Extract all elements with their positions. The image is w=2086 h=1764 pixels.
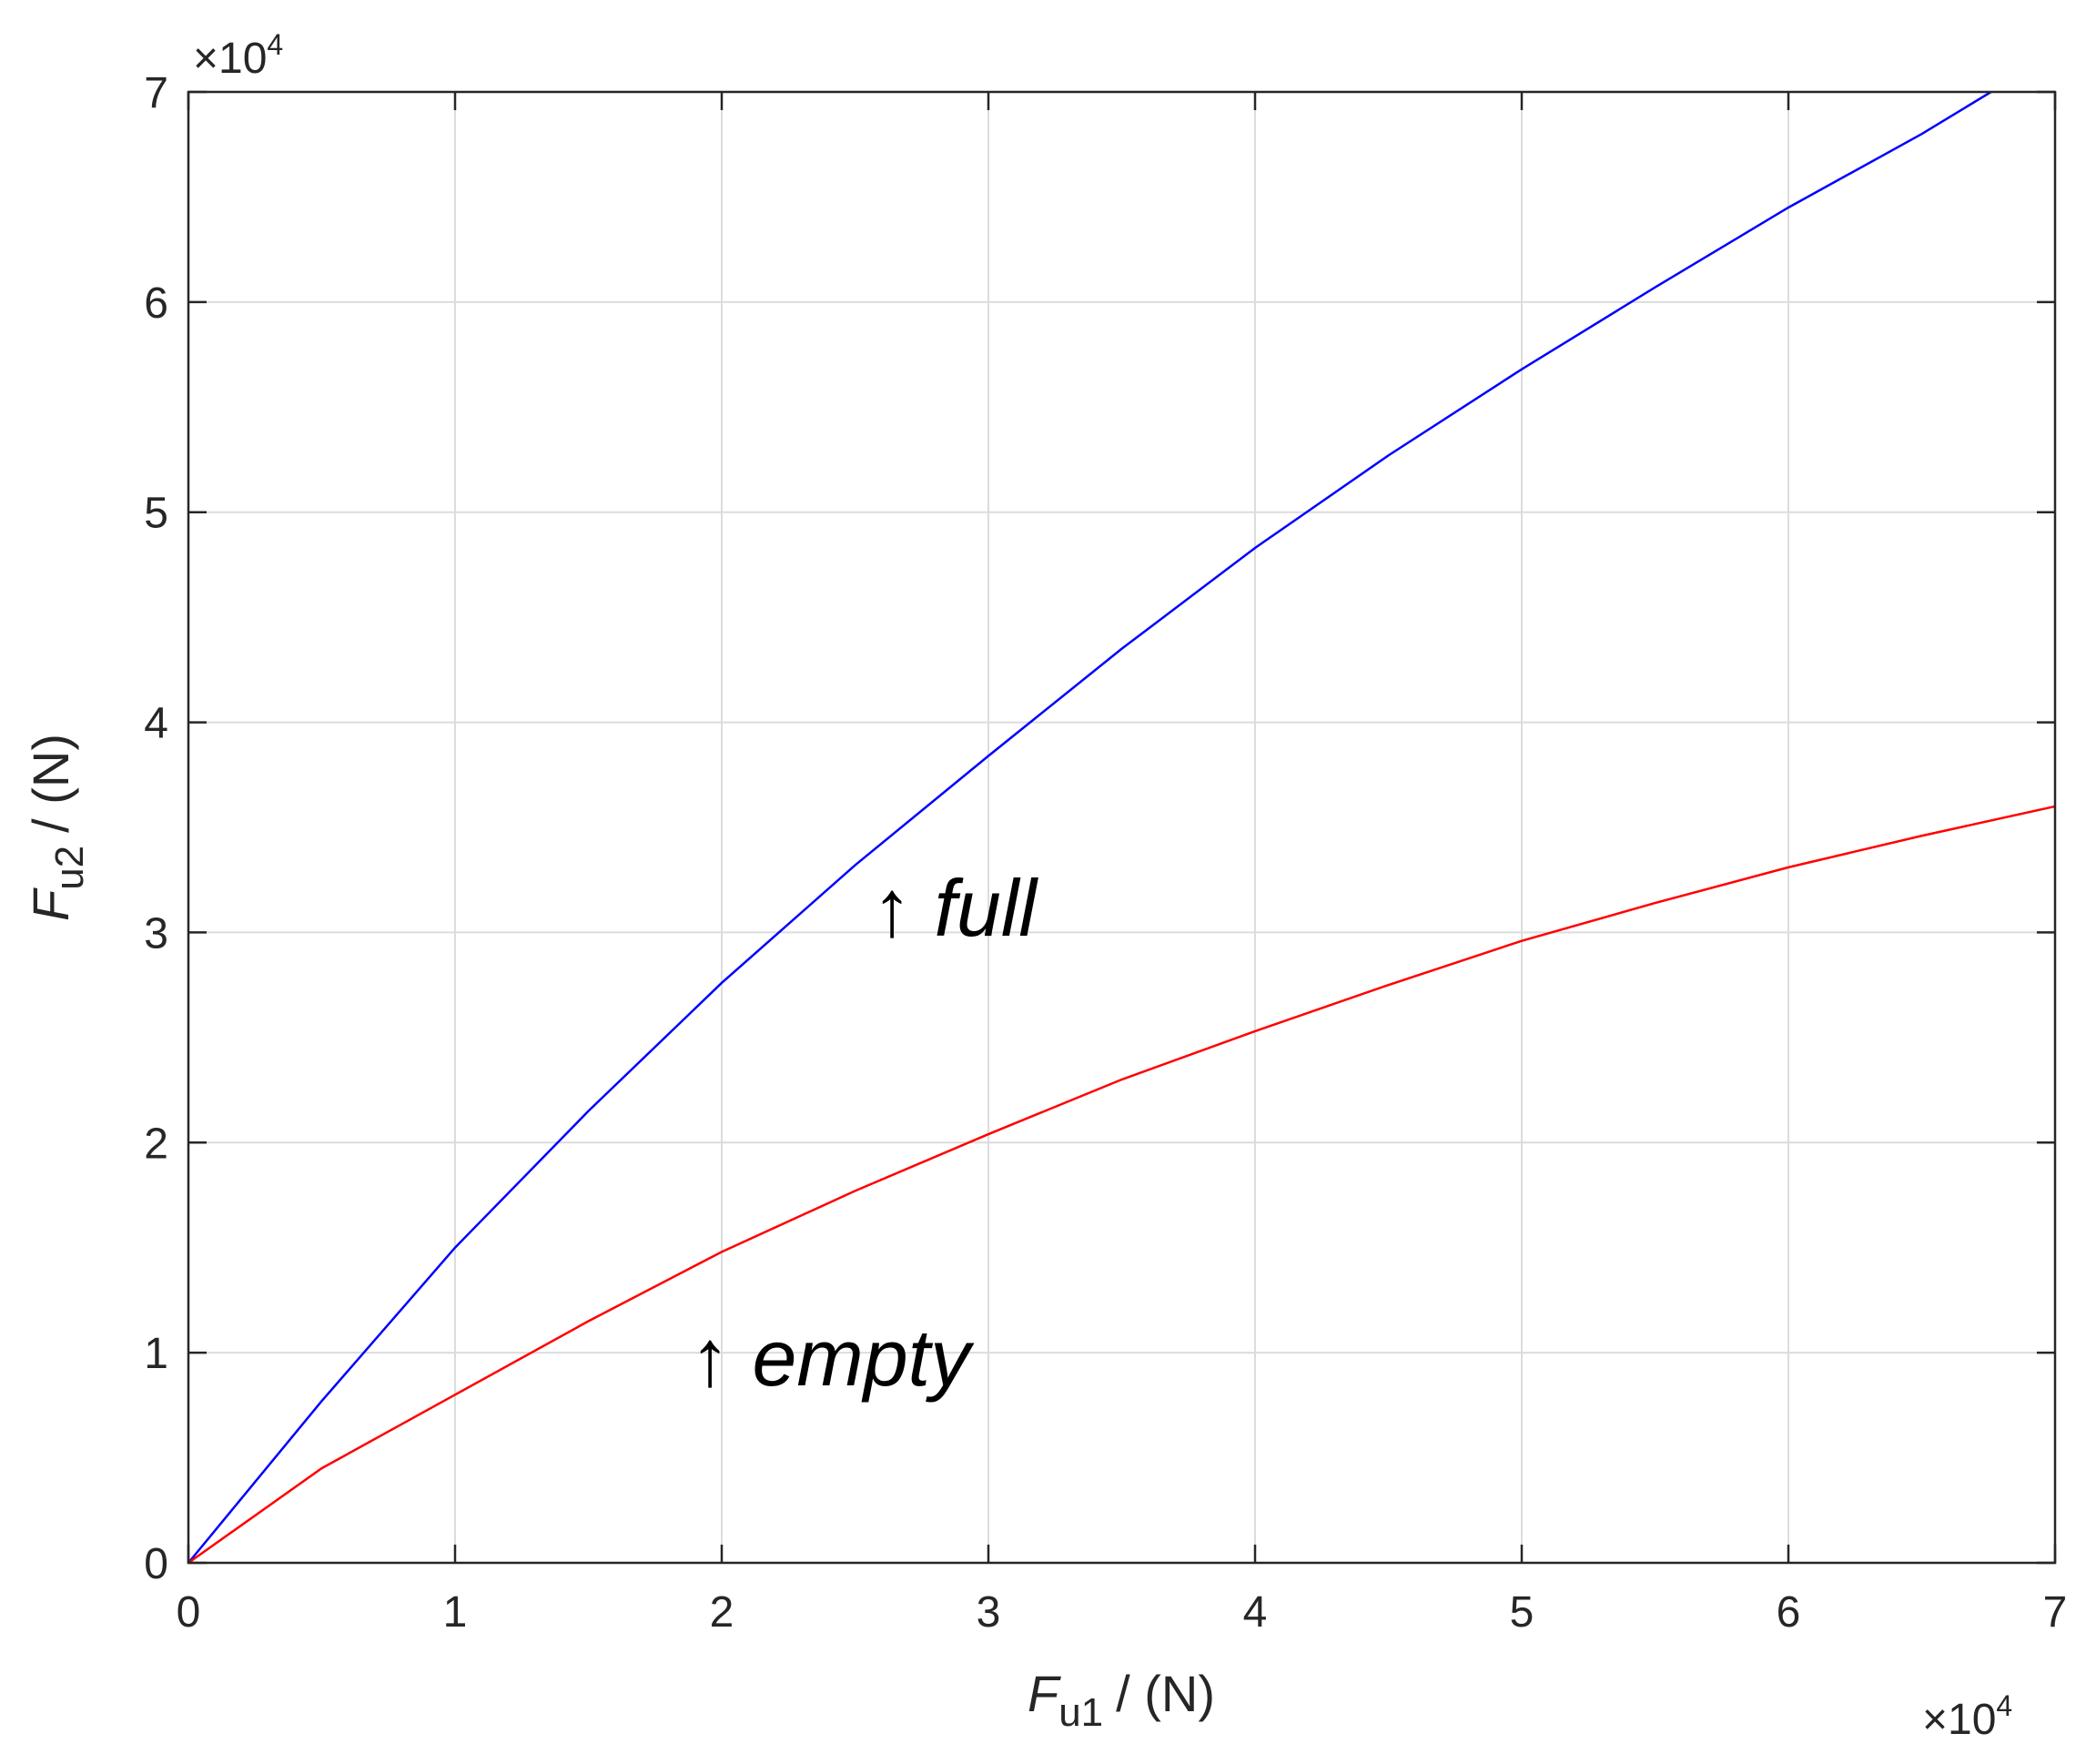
y-multiplier: ×104 (193, 28, 283, 83)
multiplier-exponent: 4 (267, 28, 283, 61)
y-tick-label: 4 (144, 700, 168, 748)
series-line (187, 90, 1992, 1564)
x-axis-label: Fu1 / (N) (1028, 1665, 1215, 1735)
multiplier-base: ×10 (1922, 1696, 1996, 1744)
x-tick-label: 0 (177, 1588, 201, 1637)
grid (187, 91, 2056, 1564)
x-tick-label: 7 (2043, 1588, 2068, 1637)
x-tick-label: 3 (977, 1588, 1001, 1637)
y-label-symbol: F (22, 887, 79, 921)
x-tick-label: 2 (710, 1588, 734, 1637)
y-axis-label: Fu2 / (N) (22, 734, 92, 921)
y-tick-label: 7 (144, 69, 168, 117)
x-label-subscript: u1 (1058, 1690, 1103, 1735)
annotation: ↑ full (872, 863, 1038, 953)
y-label-unit: / (N) (22, 734, 79, 833)
y-label-subscript: u2 (47, 846, 92, 890)
x-tick-label: 5 (1510, 1588, 1534, 1637)
multiplier-base: ×10 (193, 35, 267, 83)
x-tick-label: 4 (1243, 1588, 1268, 1637)
y-tick-label: 6 (144, 279, 168, 328)
x-tick-label: 6 (1777, 1588, 1801, 1637)
frame (187, 90, 2057, 1565)
y-tick-label: 5 (144, 490, 168, 538)
plot-area (188, 92, 2055, 1563)
y-tick-label: 0 (144, 1540, 168, 1588)
y-tick-label: 1 (144, 1330, 168, 1378)
x-multiplier: ×104 (1922, 1689, 2012, 1744)
lines (187, 90, 2056, 1565)
multiplier-exponent: 4 (1996, 1689, 2012, 1722)
x-label-symbol: F (1028, 1665, 1061, 1722)
series-line (187, 805, 2056, 1565)
x-tick-label: 1 (443, 1588, 468, 1637)
y-tick-label: 2 (144, 1120, 168, 1168)
annotation: ↑ empty (690, 1313, 975, 1403)
x-label-unit: / (N) (1116, 1665, 1215, 1722)
y-tick-label: 3 (144, 909, 168, 958)
ticks: 0 1 2 3 4 5 6 7 0 1 2 3 4 5 6 7 (144, 69, 2067, 1637)
